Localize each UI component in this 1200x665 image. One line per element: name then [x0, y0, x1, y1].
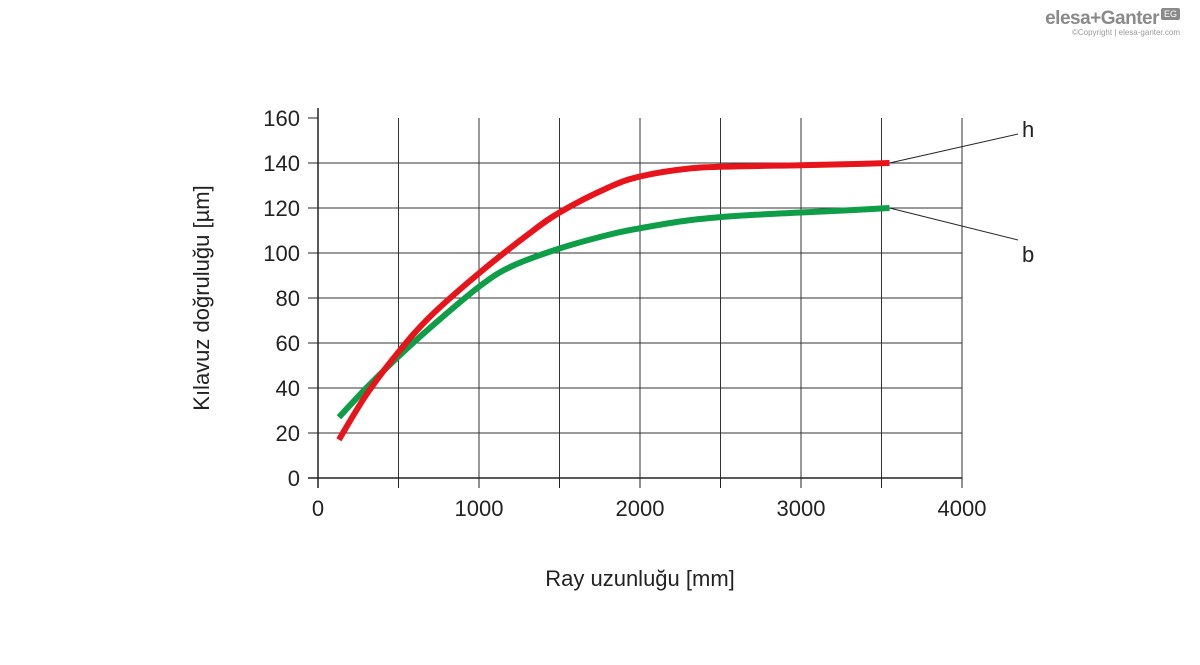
series-lines	[336, 160, 890, 442]
y-tick-label: 80	[276, 286, 300, 311]
copyright-text: ©Copyright | elesa-ganter.com	[1071, 28, 1180, 37]
y-tick-label: 60	[276, 331, 300, 356]
brand-logo-text: elesa+Ganter	[1045, 8, 1159, 29]
x-tick-label: 3000	[777, 496, 826, 521]
y-tick-label: 140	[263, 151, 300, 176]
series-label-h: h	[1022, 117, 1034, 142]
y-axis-title: Kılavuz doğruluğu [µm]	[189, 185, 214, 410]
axes	[308, 108, 963, 488]
series-line-b	[336, 205, 890, 420]
y-tick-label: 120	[263, 196, 300, 221]
x-tick-label: 2000	[616, 496, 665, 521]
series-line-h	[336, 160, 890, 442]
y-tick-label: 40	[276, 376, 300, 401]
y-tick-label: 0	[288, 466, 300, 491]
series-label-b: b	[1022, 242, 1034, 267]
y-tick-label: 160	[263, 106, 300, 131]
x-tick-label: 1000	[455, 496, 504, 521]
tick-labels: 0 1000 2000 3000 4000 0 20 40 60 80 100 120 140 160	[263, 106, 986, 521]
series-labels: hb	[889, 117, 1034, 267]
x-tick-label: 4000	[938, 496, 987, 521]
y-tick-label: 100	[263, 241, 300, 266]
grid	[318, 118, 963, 478]
y-tick-label: 20	[276, 421, 300, 446]
leader-line-h	[889, 133, 1019, 164]
x-axis-title: Ray uzunluğu [mm]	[545, 566, 735, 591]
brand-logo: elesa+Ganter EG ©Copyright | elesa-ganter…	[1045, 8, 1180, 37]
leader-line-b	[889, 207, 1019, 241]
x-tick-label: 0	[312, 496, 324, 521]
brand-badge: EG	[1160, 8, 1180, 20]
